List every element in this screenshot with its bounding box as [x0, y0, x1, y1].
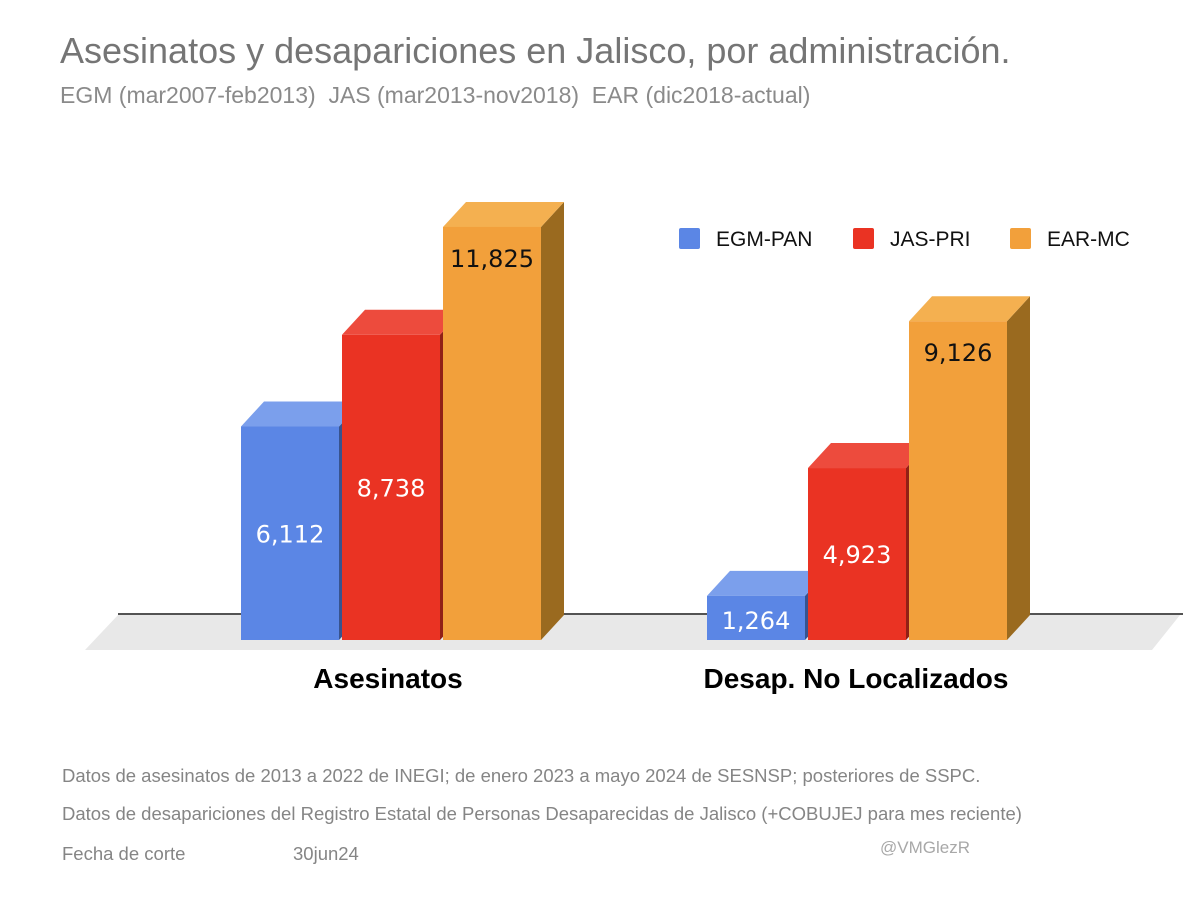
bar-top-asesinatos-ear-mc	[443, 201, 564, 227]
data-label-asesinatos-egm-pan: 6,112	[256, 520, 325, 548]
cutoff-label: Fecha de corte	[62, 843, 186, 864]
chart-subtitle: EGM (mar2007-feb2013) JAS (mar2013-nov20…	[60, 82, 811, 108]
bar-desap-no-localizados-jas-pri	[808, 468, 906, 640]
bar-asesinatos-jas-pri	[342, 334, 440, 640]
category-label-asesinatos: Asesinatos	[313, 663, 462, 694]
data-label-desap-no-localizados-ear-mc: 9,126	[924, 339, 993, 367]
author-credit: @VMGlezR	[880, 838, 970, 857]
bar-top-desap-no-localizados-ear-mc	[909, 296, 1030, 322]
data-label-asesinatos-ear-mc: 11,825	[450, 245, 534, 273]
legend-label-egm-pan: EGM-PAN	[716, 228, 812, 251]
bar-side-desap-no-localizados-ear-mc	[1007, 296, 1030, 640]
legend-label-ear-mc: EAR-MC	[1047, 228, 1130, 251]
bar-top-asesinatos-jas-pri	[342, 309, 463, 335]
category-label-desap-no-localizados: Desap. No Localizados	[704, 663, 1009, 694]
category-labels: Asesinatos Desap. No Localizados	[313, 663, 1008, 694]
legend: EGM-PAN JAS-PRI EAR-MC	[679, 228, 1130, 251]
bar-side-asesinatos-ear-mc	[541, 201, 564, 640]
data-label-desap-no-localizados-jas-pri: 4,923	[823, 541, 892, 569]
bar-top-desap-no-localizados-jas-pri	[808, 443, 929, 469]
bar-top-desap-no-localizados-egm-pan	[707, 570, 828, 596]
legend-swatch-jas-pri	[853, 228, 874, 249]
data-label-desap-no-localizados-egm-pan: 1,264	[722, 607, 791, 635]
data-label-asesinatos-jas-pri: 8,738	[357, 474, 426, 502]
legend-swatch-ear-mc	[1010, 228, 1031, 249]
bar-top-asesinatos-egm-pan	[241, 401, 362, 427]
bar-asesinatos-ear-mc	[443, 226, 541, 640]
source-note-disappearances: Datos de desapariciones del Registro Est…	[62, 803, 1022, 824]
bar-asesinatos-egm-pan	[241, 426, 339, 640]
bars-group: 6,112 8,738 11,825 1,264 4,923 9,126	[241, 201, 1030, 640]
bar-desap-no-localizados-ear-mc	[909, 321, 1007, 640]
legend-swatch-egm-pan	[679, 228, 700, 249]
cutoff-date: 30jun24	[293, 843, 359, 864]
legend-label-jas-pri: JAS-PRI	[890, 228, 971, 251]
chart-title: Asesinatos y desapariciones en Jalisco, …	[60, 30, 1011, 71]
bar-desap-no-localizados-egm-pan	[707, 595, 805, 640]
source-note-murders: Datos de asesinatos de 2013 a 2022 de IN…	[62, 765, 981, 786]
